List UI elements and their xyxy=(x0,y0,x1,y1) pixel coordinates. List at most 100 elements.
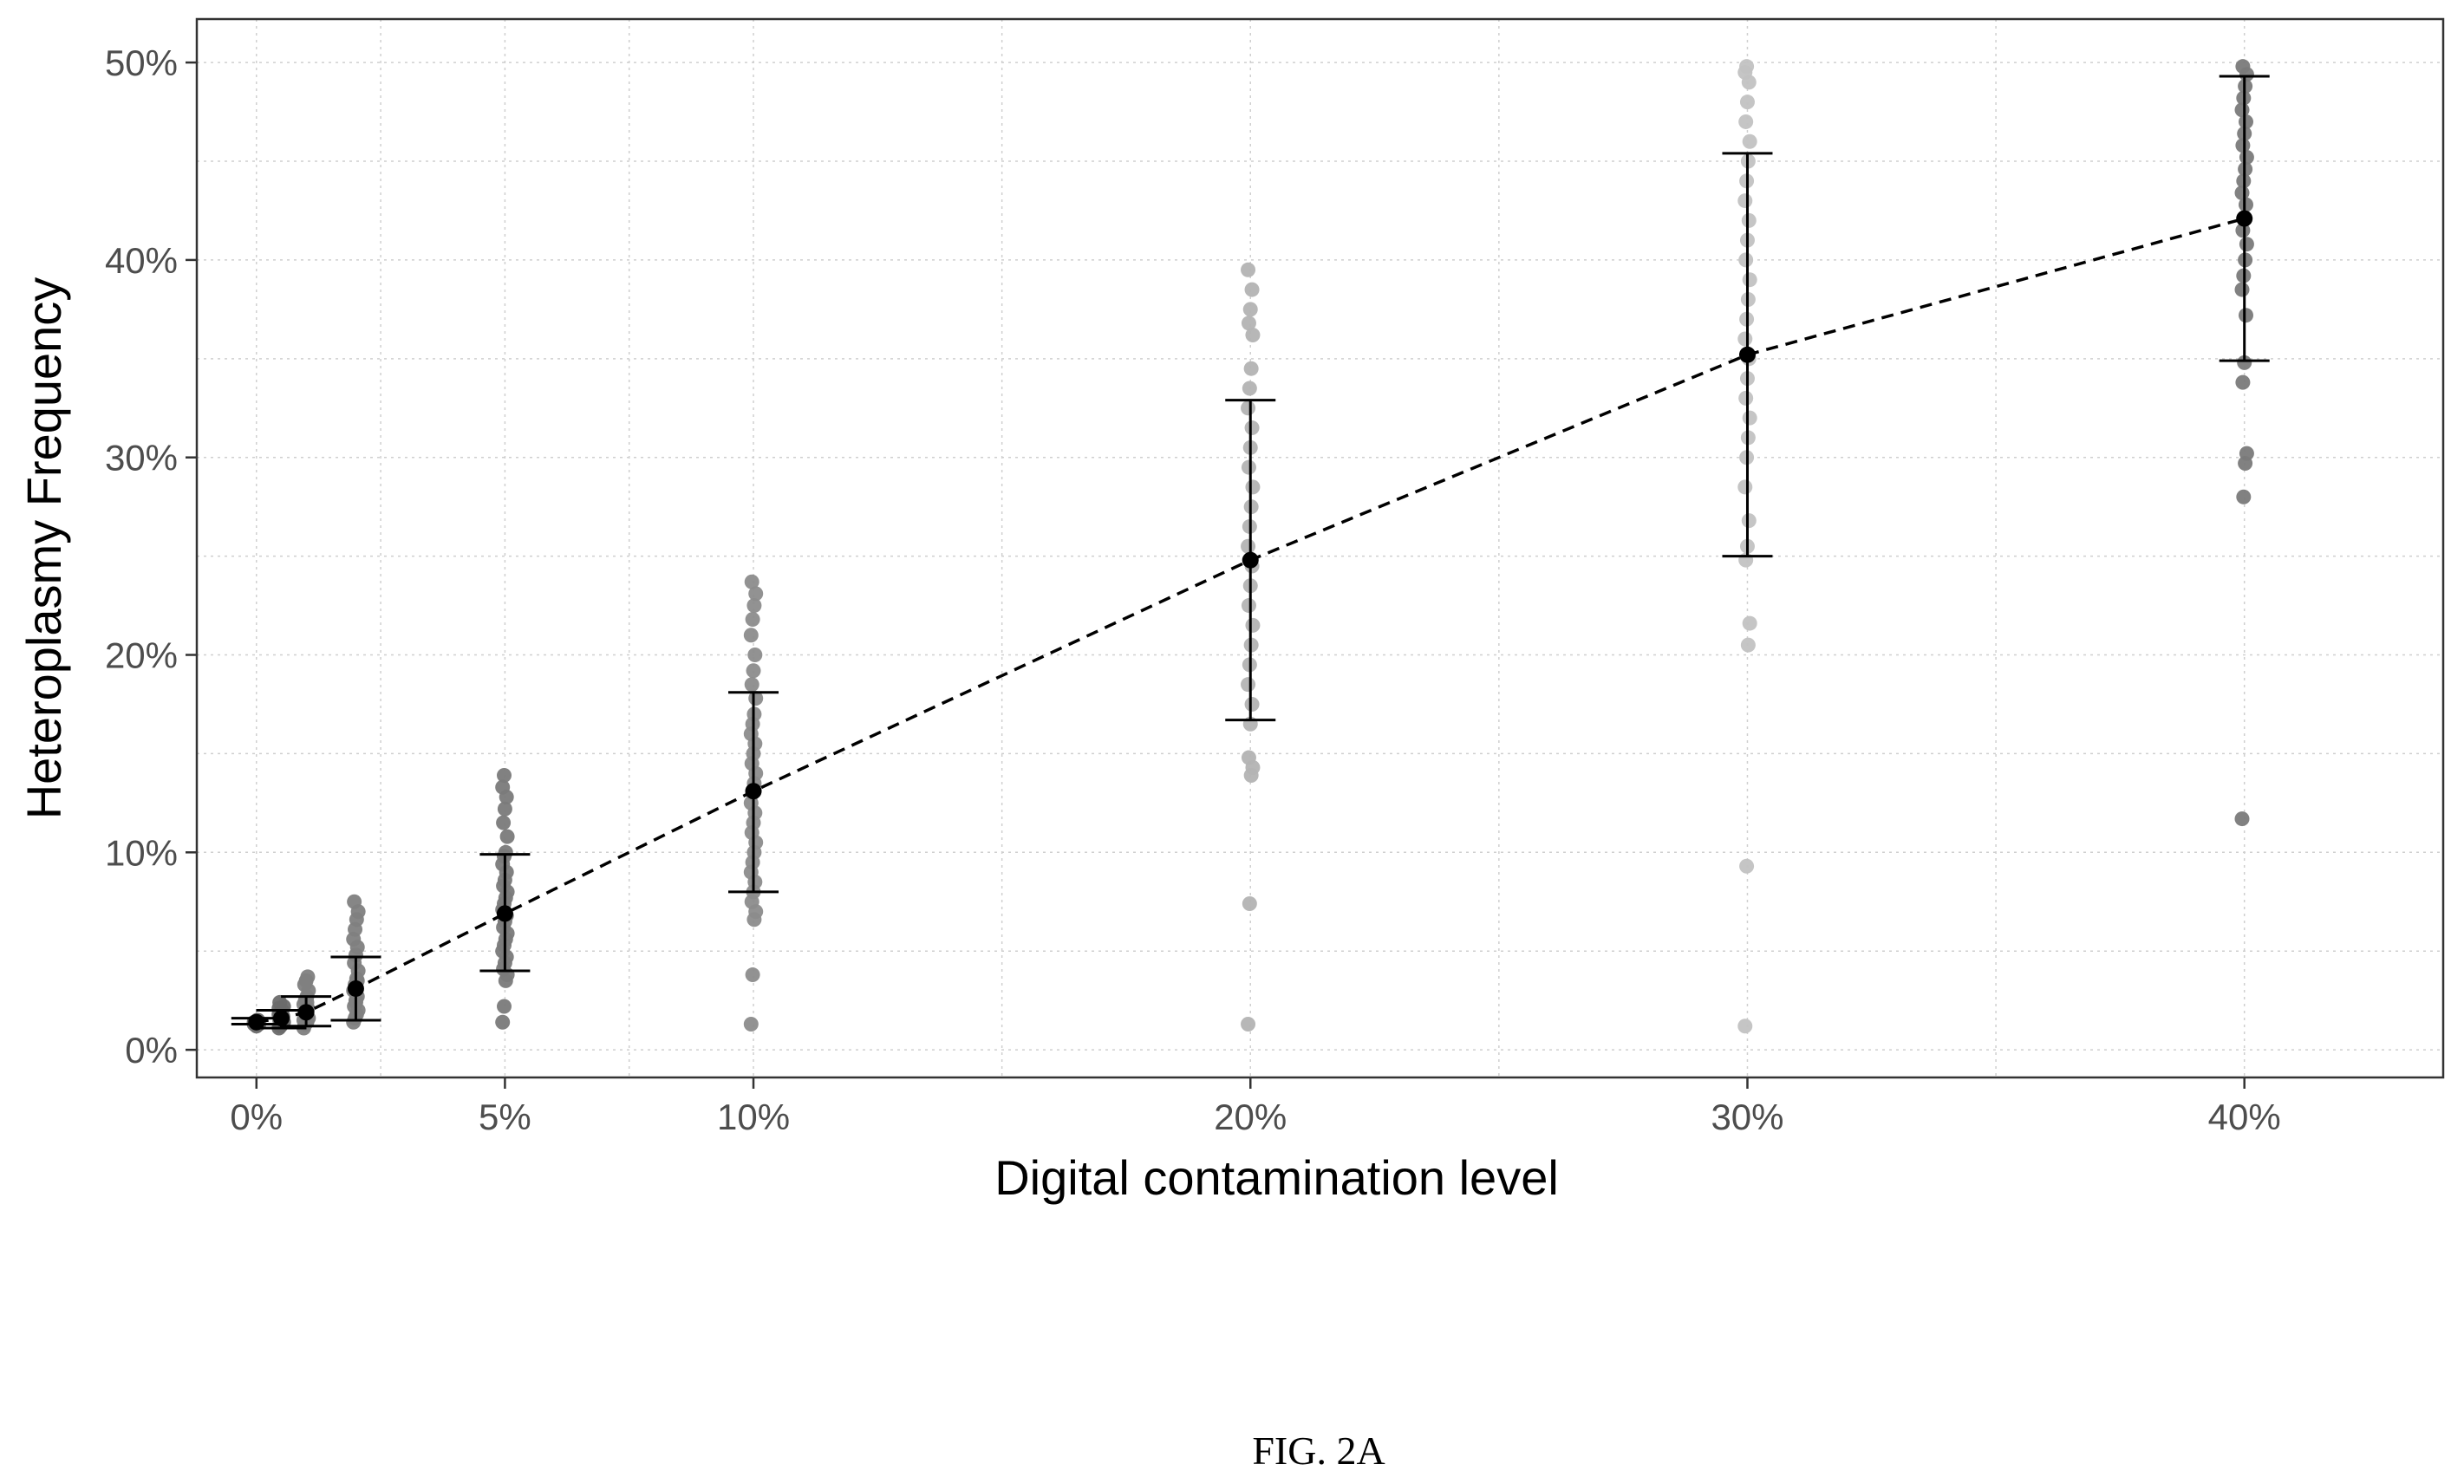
data-point xyxy=(1241,677,1256,693)
y-tick-label: 30% xyxy=(105,438,178,478)
data-point xyxy=(2239,114,2254,129)
x-tick-label: 40% xyxy=(2208,1097,2281,1137)
data-point xyxy=(1245,327,1261,342)
y-tick-label: 0% xyxy=(125,1030,178,1071)
data-point xyxy=(1739,59,1755,75)
data-point xyxy=(495,1014,511,1030)
data-point xyxy=(1739,858,1755,874)
data-point xyxy=(1241,262,1256,277)
data-point xyxy=(2234,185,2250,200)
data-point xyxy=(2234,811,2250,827)
x-tick-label: 0% xyxy=(230,1097,283,1137)
y-tick-label: 20% xyxy=(105,635,178,676)
x-tick-label: 10% xyxy=(717,1097,790,1137)
data-point xyxy=(1242,381,1257,396)
data-point xyxy=(746,598,762,614)
data-point xyxy=(1242,896,1257,912)
data-point xyxy=(499,829,515,844)
mean-trend-line xyxy=(256,217,2246,1024)
data-point xyxy=(745,612,760,628)
data-point xyxy=(2235,374,2251,390)
data-point xyxy=(2235,59,2251,75)
data-point xyxy=(1742,272,1757,288)
data-point xyxy=(1244,420,1260,436)
mean-point xyxy=(496,905,513,922)
data-point xyxy=(497,767,512,783)
data-point xyxy=(2237,355,2252,370)
mean-line xyxy=(256,217,2246,1024)
data-point xyxy=(498,844,513,860)
y-tick-label: 40% xyxy=(105,240,178,281)
data-point xyxy=(1244,282,1260,297)
data-point xyxy=(1737,193,1753,209)
data-point xyxy=(2239,308,2254,323)
data-point xyxy=(748,586,764,602)
data-point xyxy=(1245,617,1261,633)
data-point xyxy=(743,628,759,643)
data-point xyxy=(1737,331,1753,347)
data-point xyxy=(2239,446,2254,461)
data-point xyxy=(347,894,362,909)
x-axis-title: Digital contamination level xyxy=(994,1150,1559,1205)
mean-point xyxy=(297,1004,315,1021)
data-point xyxy=(2235,138,2251,153)
data-point xyxy=(2235,223,2251,238)
data-point xyxy=(2239,197,2254,212)
data-point xyxy=(497,999,512,1014)
y-tick-label: 50% xyxy=(105,42,178,83)
data-point xyxy=(2239,149,2254,165)
data-point xyxy=(745,967,760,983)
data-point xyxy=(1742,133,1757,149)
data-point xyxy=(746,663,761,679)
data-point xyxy=(1738,390,1754,406)
mean-point xyxy=(248,1013,265,1031)
x-tick-label: 30% xyxy=(1711,1097,1783,1137)
figure-caption: FIG. 2A xyxy=(1252,1429,1385,1473)
data-point xyxy=(495,779,511,795)
data-point xyxy=(1241,459,1256,475)
axes: 0% 10% 20% 30% 40% 50% 0% 5% 10% 20% 30% 40% xyxy=(105,42,2281,1137)
mean-point xyxy=(272,1010,290,1027)
data-point xyxy=(1742,410,1757,426)
data-point xyxy=(1738,252,1754,268)
data-point xyxy=(744,677,759,693)
data-point xyxy=(1245,479,1261,495)
mean-point xyxy=(745,783,762,800)
data-point xyxy=(1241,400,1256,416)
data-point xyxy=(1244,696,1260,712)
mean-point xyxy=(1738,346,1756,363)
data-point xyxy=(1737,479,1753,495)
x-tick-label: 20% xyxy=(1214,1097,1287,1137)
mean-point xyxy=(1242,551,1259,569)
data-point xyxy=(1742,615,1757,631)
data-point xyxy=(1241,316,1256,331)
data-point xyxy=(1737,1019,1753,1034)
error-bars xyxy=(231,75,2270,1031)
data-point xyxy=(1242,302,1258,317)
data-point xyxy=(1241,538,1256,554)
data-point xyxy=(300,969,316,985)
y-axis-title: Heteroplasmy Frequency xyxy=(16,277,71,820)
data-point xyxy=(2234,102,2250,118)
x-tick-label: 5% xyxy=(479,1097,531,1137)
mean-point xyxy=(347,980,364,997)
data-point xyxy=(1741,513,1757,529)
data-point xyxy=(748,691,764,706)
data-point xyxy=(744,574,759,589)
data-point xyxy=(1241,598,1256,614)
data-point xyxy=(1738,114,1754,129)
mean-point xyxy=(2236,210,2253,227)
data-point xyxy=(497,801,512,817)
data-point xyxy=(1739,94,1755,110)
data-point xyxy=(1740,637,1756,653)
plot-panel-border xyxy=(195,17,2445,1079)
data-point xyxy=(743,1016,759,1032)
data-point xyxy=(2236,489,2252,504)
data-point xyxy=(1741,212,1757,228)
data-point xyxy=(496,815,512,830)
data-point xyxy=(1243,361,1259,376)
data-point xyxy=(1241,1016,1256,1032)
data-point xyxy=(747,648,763,663)
